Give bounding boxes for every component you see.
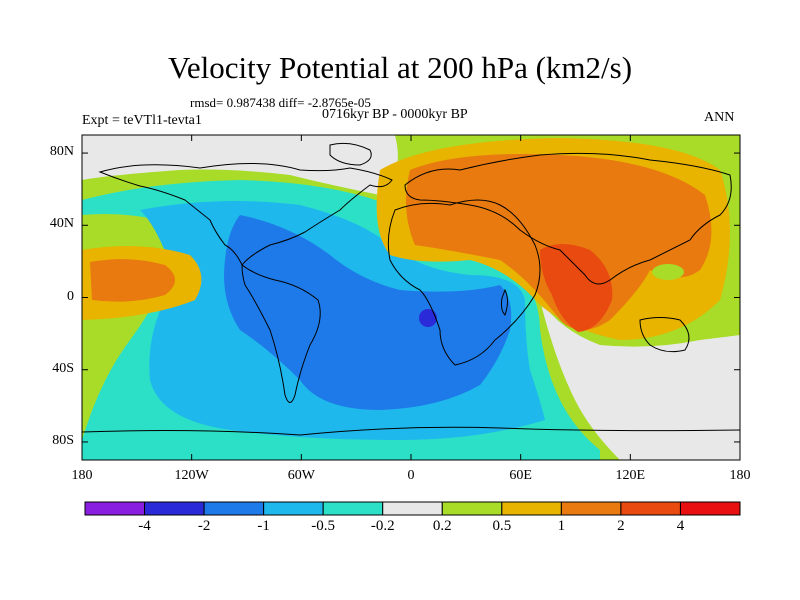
lon-label: 60W — [287, 468, 315, 483]
stats-line: rmsd= 0.987438 diff= -2.8765e-05 — [190, 95, 371, 110]
field-region-positive-max — [540, 244, 613, 332]
colorbar-swatch — [560, 501, 622, 516]
field-region-positive-strong — [406, 154, 712, 330]
period-label: 0716kyr BP - 0000kyr BP — [322, 107, 468, 122]
lon-label: 180 — [729, 468, 751, 483]
lat-label: 40N — [49, 216, 74, 232]
colorbar-swatch — [144, 501, 205, 516]
field-region-near-zero-south — [540, 300, 740, 460]
colorbar-swatch — [84, 501, 146, 516]
field-region-near-zero-north — [82, 135, 398, 195]
lat-label: 0 — [67, 288, 74, 304]
colorbar-swatch — [203, 501, 265, 516]
colorbar-label: 2 — [617, 518, 625, 534]
field-local-feature — [652, 264, 684, 280]
lat-label: 80N — [49, 144, 74, 160]
lat-ticks — [82, 152, 740, 443]
lon-label: 60E — [509, 468, 532, 483]
lat-label: 80S — [52, 432, 74, 448]
colorbar — [84, 501, 741, 516]
colorbar-swatch — [501, 501, 562, 516]
field-region-negative-strong — [224, 215, 512, 410]
coastlines — [82, 142, 740, 436]
field-region-positive-west-core — [90, 259, 175, 302]
colorbar-label: -0.2 — [370, 518, 395, 534]
lat-label: 40S — [52, 360, 74, 376]
colorbar-label: -1 — [257, 518, 270, 534]
contour-field — [82, 135, 740, 460]
colorbar-label: 0.2 — [432, 518, 452, 534]
colorbar-swatch — [620, 501, 681, 516]
colorbar-label: -2 — [197, 518, 211, 534]
field-minimum-center — [419, 309, 437, 327]
lon-label: 180 — [71, 468, 93, 483]
colorbar-swatch — [679, 501, 741, 516]
colorbar-label: 1 — [557, 518, 566, 534]
colorbar-label: -0.5 — [311, 518, 336, 534]
colorbar-label: 0.5 — [492, 518, 512, 534]
season-label: ANN — [704, 110, 735, 125]
lon-label: 120W — [174, 468, 209, 483]
experiment-label: Expt = teVTl1-tevta1 — [82, 113, 202, 128]
lon-label: 0 — [407, 468, 415, 483]
colorbar-swatch — [263, 501, 324, 516]
colorbar-swatch — [441, 501, 503, 516]
colorbar-label: -4 — [138, 518, 151, 534]
colorbar-label: 4 — [676, 518, 685, 534]
lon-ticks — [81, 135, 741, 460]
lon-label: 120E — [615, 468, 646, 483]
colorbar-swatch — [322, 501, 384, 516]
map-title: Velocity Potential at 200 hPa (km2/s) — [167, 50, 633, 85]
colorbar-swatch — [382, 501, 443, 516]
